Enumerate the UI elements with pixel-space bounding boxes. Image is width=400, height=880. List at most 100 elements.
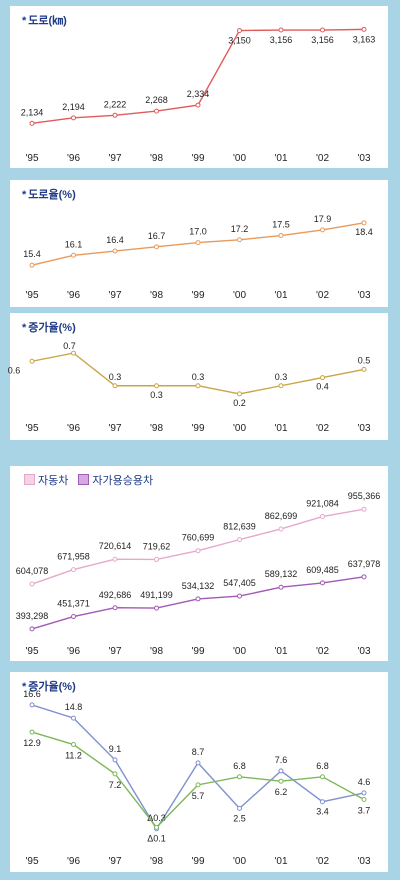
data-label: 2,194 — [62, 102, 85, 112]
data-point — [361, 574, 367, 580]
data-point — [29, 729, 35, 735]
vehicle-growth-panel: * 증가율(%) 16.6 14.8 9.1 Δ0.3 8.7 2.5 7.6 3.4 4.6 12… — [10, 672, 388, 872]
vehicle-growth-chart: 16.6 14.8 9.1 Δ0.3 8.7 2.5 7.6 3.4 4.6 12.9 11.2 7.… — [23, 689, 371, 867]
data-label: 451,371 — [57, 599, 90, 609]
data-label: 604,078 — [16, 566, 49, 576]
x-tick-label: '03 — [357, 423, 370, 434]
x-tick-label: '03 — [357, 153, 370, 164]
data-point — [320, 799, 325, 805]
series-line — [31, 704, 365, 831]
data-point — [154, 556, 159, 562]
x-tick-label: '98 — [150, 290, 163, 301]
data-point — [195, 596, 201, 602]
data-point — [320, 27, 325, 33]
data-point — [237, 28, 242, 34]
legend-item-vehicles: 자동차 — [24, 472, 68, 488]
data-point — [29, 358, 35, 364]
data-label: 812,639 — [223, 522, 256, 532]
legend-item-private-cars: 자가용승용차 — [78, 472, 153, 488]
data-point — [112, 556, 118, 562]
x-tick-label: '98 — [150, 153, 163, 164]
data-label: 17.9 — [314, 214, 332, 224]
x-tick-label: '95 — [25, 290, 38, 301]
data-label: 3,156 — [270, 35, 293, 45]
panel-title: * 증가율(%) — [22, 322, 76, 334]
data-point — [278, 27, 284, 33]
x-tick-label: '03 — [357, 290, 370, 301]
x-tick-label: '98 — [150, 646, 163, 657]
data-label: 8.7 — [192, 747, 205, 757]
data-label: 17.2 — [231, 224, 249, 234]
data-point — [29, 120, 35, 126]
data-label: 16.7 — [148, 231, 166, 241]
data-point — [154, 824, 159, 830]
data-point — [237, 537, 242, 543]
data-point — [361, 26, 367, 32]
data-point — [361, 790, 367, 796]
x-tick-label: '96 — [67, 153, 80, 164]
data-point — [320, 514, 325, 520]
data-label: 18.4 — [355, 227, 373, 237]
data-point — [278, 768, 284, 774]
data-point — [29, 262, 35, 268]
data-label: 3,163 — [353, 34, 376, 44]
data-label: 9.1 — [109, 744, 122, 754]
data-point — [154, 244, 159, 250]
data-point — [29, 702, 35, 708]
data-label: 0.5 — [358, 355, 371, 365]
data-point — [361, 506, 367, 512]
data-point — [195, 240, 201, 246]
x-tick-label: '03 — [357, 646, 370, 657]
x-tick-label: '96 — [67, 856, 80, 867]
road-ratio-growth-chart: 0.6 0.7 0.3 0.3 0.3 0.2 0.3 0.4 0.5 '95 '96 '97 '98 '… — [8, 341, 371, 434]
data-point — [71, 115, 76, 121]
data-point — [278, 233, 284, 239]
data-label: 0.3 — [192, 372, 205, 382]
x-tick-label: '01 — [274, 856, 287, 867]
data-label: 16.1 — [65, 239, 83, 249]
data-label: 609,485 — [306, 565, 339, 575]
data-point — [71, 567, 76, 573]
data-point — [29, 581, 35, 587]
data-label: 2.5 — [233, 813, 246, 823]
data-point — [320, 375, 325, 381]
data-label: 0.3 — [275, 372, 288, 382]
data-label: 720,614 — [99, 541, 132, 551]
x-tick-label: '95 — [25, 646, 38, 657]
data-point — [278, 383, 284, 389]
data-point — [361, 366, 367, 372]
x-tick-label: '97 — [108, 423, 121, 434]
data-label: 17.5 — [272, 220, 290, 230]
data-point — [71, 350, 76, 356]
x-tick-label: '00 — [233, 290, 246, 301]
road-length-panel: * 도로(㎞) 2,134 2,194 2,222 2,268 2,334 3,150 3,1… — [10, 6, 388, 168]
road-length-chart: 2,134 2,194 2,222 2,268 2,334 3,150 3,156 3,156… — [21, 26, 376, 164]
data-label: 7.2 — [109, 780, 122, 790]
data-label: 14.8 — [65, 702, 83, 712]
data-label: Δ0.3 — [147, 813, 166, 823]
x-tick-label: '99 — [191, 646, 204, 657]
data-label: 393,298 — [16, 611, 49, 621]
x-tick-label: '97 — [108, 290, 121, 301]
data-label: 3.7 — [358, 806, 371, 816]
data-label: 16.4 — [106, 235, 124, 245]
data-label: 3,156 — [311, 35, 334, 45]
data-point — [71, 252, 76, 258]
data-label: 862,699 — [265, 511, 298, 521]
x-tick-label: '02 — [316, 423, 329, 434]
data-point — [278, 584, 284, 590]
x-tick-label: '01 — [274, 646, 287, 657]
data-point — [154, 605, 159, 611]
x-tick-label: '00 — [233, 423, 246, 434]
data-point — [112, 605, 118, 611]
data-point — [112, 771, 118, 777]
data-point — [154, 383, 159, 389]
x-tick-label: '98 — [150, 423, 163, 434]
data-label: 671,958 — [57, 552, 90, 562]
data-point — [112, 248, 118, 254]
x-tick-label: '99 — [191, 423, 204, 434]
data-label: 492,686 — [99, 590, 132, 600]
data-point — [237, 774, 242, 780]
data-label: 2,334 — [187, 89, 210, 99]
vehicles-panel: 자동차 자가용승용차 604,078 671,958 720,614 719,62 76… — [10, 466, 388, 661]
